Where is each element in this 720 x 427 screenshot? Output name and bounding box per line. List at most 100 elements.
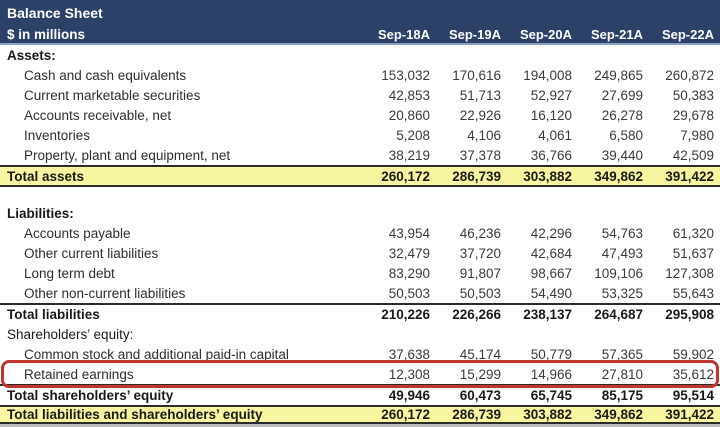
- cell-value: 12,308: [388, 366, 430, 382]
- row-label: Other current liabilities: [24, 245, 159, 261]
- cell-value: 46,236: [459, 225, 501, 241]
- cell-value: 39,440: [601, 147, 643, 163]
- table-row: Property, plant and equipment, net 38,219…: [0, 145, 720, 165]
- cell-value: 54,490: [530, 285, 572, 301]
- table-row: Current marketable securities 42,853 51,71…: [0, 85, 720, 105]
- table-row: Liabilities:: [0, 203, 720, 223]
- cell-value: 38,219: [388, 147, 430, 163]
- cell-value: 303,882: [523, 168, 572, 184]
- row-label: Liabilities:: [7, 205, 74, 221]
- cell-value: 260,172: [381, 407, 430, 422]
- cell-value: 15,299: [459, 366, 501, 382]
- cell-value: 210,226: [381, 307, 430, 322]
- table-row: Total shareholders’ equity 49,946 60,473 65…: [0, 384, 720, 405]
- cell-value: 5,208: [396, 127, 430, 143]
- cell-value: 42,296: [530, 225, 572, 241]
- cell-value: 50,503: [459, 285, 501, 301]
- table-row: Accounts receivable, net 20,860 22,926 16,1…: [0, 105, 720, 125]
- cell-value: 37,378: [459, 147, 501, 163]
- cell-value: 43,954: [388, 225, 430, 241]
- cell-value: 53,325: [601, 285, 643, 301]
- page-title: Balance Sheet: [7, 5, 103, 21]
- cell-value: 37,638: [388, 346, 430, 362]
- cell-value: 98,667: [530, 265, 572, 281]
- column-header: Sep-21A: [590, 26, 643, 42]
- table-row: Retained earnings 12,308 15,299 14,966 27,81…: [0, 360, 720, 388]
- table-row: Cash and cash equivalents 153,032 170,616 1…: [0, 65, 720, 85]
- cell-value: 42,509: [672, 147, 714, 163]
- row-label: Other non-current liabilities: [24, 285, 186, 301]
- row-label: Accounts receivable, net: [24, 107, 172, 123]
- row-label: Property, plant and equipment, net: [24, 147, 231, 163]
- table-row: Common stock and additional paid-in capi…: [0, 344, 720, 364]
- cell-value: 36,766: [530, 147, 572, 163]
- table-row: Long term debt 83,290 91,807 98,667 109,106 1…: [0, 263, 720, 283]
- cell-value: 26,278: [601, 107, 643, 123]
- row-label: Total liabilities and shareholders’ equi…: [7, 407, 263, 422]
- cell-value: 47,493: [601, 245, 643, 261]
- cell-value: 50,383: [672, 87, 714, 103]
- cell-value: 153,032: [381, 67, 430, 83]
- cell-value: 170,616: [452, 67, 501, 83]
- cell-value: 14,966: [530, 366, 572, 382]
- cell-value: 264,687: [594, 307, 643, 322]
- table-row: Accounts payable 43,954 46,236 42,296 54,763…: [0, 223, 720, 243]
- table-row: Inventories 5,208 4,106 4,061 6,580 7,980: [0, 125, 720, 145]
- cell-value: 260,172: [381, 168, 430, 184]
- row-label: Inventories: [24, 127, 91, 143]
- cell-value: 61,320: [672, 225, 714, 241]
- row-label: Accounts payable: [24, 225, 131, 241]
- table-row: Total assets 260,172 286,739 303,882 349,862…: [0, 165, 720, 187]
- cell-value: 51,713: [459, 87, 501, 103]
- cell-value: 59,902: [672, 346, 714, 362]
- cell-value: 194,008: [523, 67, 572, 83]
- cell-value: 391,422: [665, 407, 714, 422]
- cell-value: 65,745: [530, 388, 572, 403]
- cell-value: 57,365: [601, 346, 643, 362]
- table-row: Assets:: [0, 45, 720, 65]
- spacer-row: [0, 187, 720, 203]
- cell-value: 49,946: [388, 388, 430, 403]
- cell-value: 54,763: [601, 225, 643, 241]
- table-row: Other current liabilities 32,479 37,720 42,…: [0, 243, 720, 263]
- cell-value: 55,643: [672, 285, 714, 301]
- table-row: Total liabilities and shareholders’ equi…: [0, 405, 720, 424]
- cell-value: 27,810: [601, 366, 643, 382]
- row-label: Shareholders’ equity:: [7, 326, 134, 342]
- cell-value: 27,699: [601, 87, 643, 103]
- cell-value: 83,290: [388, 265, 430, 281]
- cell-value: 295,908: [665, 307, 714, 322]
- row-label: Common stock and additional paid-in capi…: [24, 346, 289, 362]
- cell-value: 50,779: [530, 346, 572, 362]
- cell-value: 20,860: [388, 107, 430, 123]
- cell-value: 7,980: [680, 127, 714, 143]
- row-label: Long term debt: [24, 265, 115, 281]
- row-label: Assets:: [7, 47, 56, 63]
- bottom-edge-strip: [0, 424, 720, 427]
- cell-value: 238,137: [523, 307, 572, 322]
- cell-value: 4,061: [538, 127, 572, 143]
- cell-value: 42,853: [388, 87, 430, 103]
- cell-value: 226,266: [452, 307, 501, 322]
- cell-value: 6,580: [609, 127, 643, 143]
- cell-value: 286,739: [452, 407, 501, 422]
- cell-value: 349,862: [594, 407, 643, 422]
- column-header: Sep-20A: [519, 26, 572, 42]
- cell-value: 303,882: [523, 407, 572, 422]
- cell-value: 391,422: [665, 168, 714, 184]
- cell-value: 29,678: [672, 107, 714, 123]
- header-second-line: $ in millions Sep-18A Sep-19A Sep-20A Sep-2…: [0, 23, 720, 45]
- cell-value: 260,872: [665, 67, 714, 83]
- table-row: Total liabilities 210,226 226,266 238,137 26…: [0, 303, 720, 324]
- cell-value: 249,865: [594, 67, 643, 83]
- table-row: Other non-current liabilities 50,503 50,50…: [0, 283, 720, 303]
- cell-value: 52,927: [530, 87, 572, 103]
- cell-value: 32,479: [388, 245, 430, 261]
- cell-value: 37,720: [459, 245, 501, 261]
- cell-value: 60,473: [459, 388, 501, 403]
- cell-value: 91,807: [459, 265, 501, 281]
- cell-value: 50,503: [388, 285, 430, 301]
- row-label: Total shareholders’ equity: [7, 388, 174, 403]
- units-label: $ in millions: [7, 26, 86, 42]
